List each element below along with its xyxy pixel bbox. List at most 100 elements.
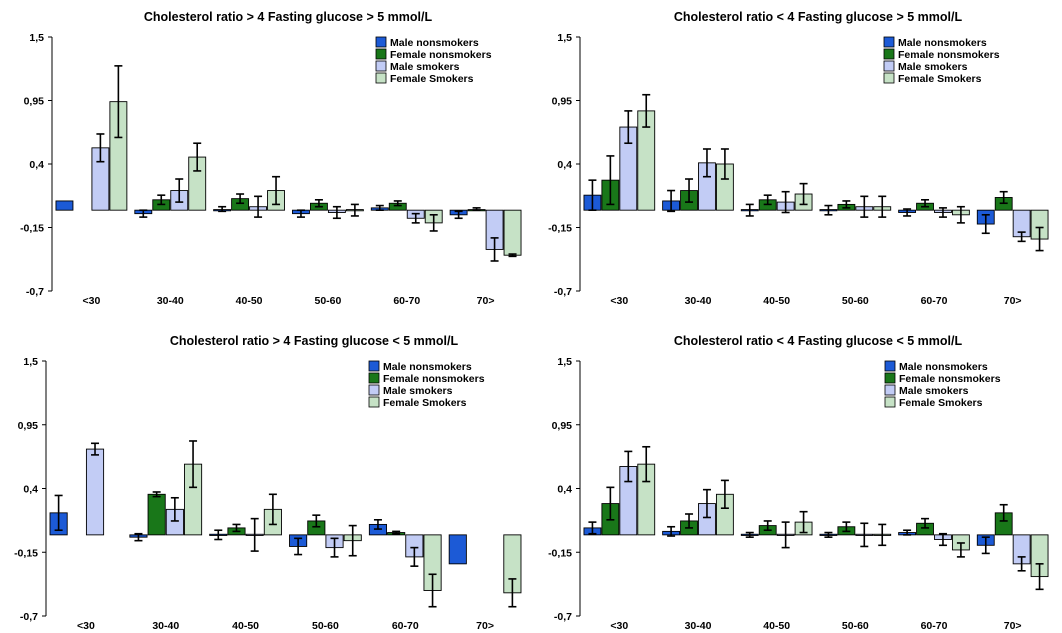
x-tick-label: 30-40 — [152, 620, 179, 632]
category-group: 30-40 — [662, 479, 734, 632]
chart-title: Cholesterol ratio > 4 Fasting glucose < … — [170, 334, 459, 348]
legend-label: Male nonsmokers — [898, 37, 987, 49]
category-group: 50-60 — [289, 514, 362, 632]
category-group: 70> — [449, 207, 522, 307]
y-tick-label: 1,5 — [29, 32, 44, 44]
y-tick-label: -0,7 — [20, 611, 38, 623]
legend-label: Female Smokers — [390, 73, 474, 85]
chart-title: Cholesterol ratio < 4 Fasting glucose < … — [674, 334, 963, 348]
legend-swatch — [883, 36, 895, 48]
category-group: 40-50 — [740, 510, 813, 632]
legend-label: Female Smokers — [383, 397, 467, 409]
legend-swatch — [368, 372, 380, 384]
x-tick-label: 40-50 — [232, 620, 259, 632]
legend-swatch — [884, 396, 896, 408]
bar — [55, 200, 74, 211]
x-tick-label: 50-60 — [842, 620, 869, 632]
category-group: 40-50 — [209, 493, 282, 632]
category-group: 40-50 — [213, 175, 285, 307]
chart-panel-3: Cholesterol ratio > 4 Fasting glucose < … — [14, 334, 522, 632]
legend-label: Female Smokers — [898, 73, 982, 85]
chart-title: Cholesterol ratio > 4 Fasting glucose > … — [144, 10, 433, 24]
x-tick-label: <30 — [610, 620, 628, 632]
y-tick-label: 0,4 — [29, 159, 44, 171]
bar — [503, 209, 522, 256]
category-group: 40-50 — [740, 182, 813, 307]
legend-label: Male nonsmokers — [383, 361, 472, 373]
legend-swatch — [368, 360, 380, 372]
legend-swatch — [884, 360, 896, 372]
y-tick-label: -0,7 — [554, 286, 572, 298]
y-tick-label: 0,4 — [557, 159, 572, 171]
x-tick-label: 60-70 — [393, 295, 420, 307]
legend-swatch — [884, 372, 896, 384]
legend-swatch — [375, 72, 387, 84]
x-tick-label: 30-40 — [685, 620, 712, 632]
y-tick-label: 0,95 — [552, 96, 573, 108]
legend-label: Male nonsmokers — [899, 361, 988, 373]
category-group: 60-70 — [898, 198, 970, 307]
legend-swatch — [883, 48, 895, 60]
category-group: 30-40 — [134, 142, 207, 307]
legend-swatch — [883, 72, 895, 84]
x-tick-label: <30 — [83, 295, 101, 307]
legend-label: Female Smokers — [899, 397, 983, 409]
x-tick-label: 50-60 — [842, 295, 869, 307]
x-tick-label: 30-40 — [685, 295, 712, 307]
legend-swatch — [375, 48, 387, 60]
legend-swatch — [883, 60, 895, 72]
category-group: 60-70 — [368, 518, 442, 632]
category-group: 70> — [976, 503, 1049, 632]
category-group: 50-60 — [292, 198, 364, 307]
chart-panel-2: Cholesterol ratio < 4 Fasting glucose > … — [548, 10, 1049, 307]
x-tick-label: 40-50 — [236, 295, 263, 307]
category-group: <30 — [583, 445, 656, 632]
x-tick-label: 60-70 — [921, 295, 948, 307]
chart-panel-4: Cholesterol ratio < 4 Fasting glucose < … — [548, 334, 1049, 632]
category-group: 70> — [976, 190, 1049, 307]
y-tick-label: 0,95 — [552, 420, 573, 432]
legend-swatch — [375, 60, 387, 72]
legend-label: Male smokers — [898, 61, 968, 73]
chart-title: Cholesterol ratio < 4 Fasting glucose > … — [674, 10, 963, 24]
x-tick-label: 60-70 — [392, 620, 419, 632]
legend-label: Male smokers — [383, 385, 453, 397]
legend-label: Female nonsmokers — [390, 49, 492, 61]
x-tick-label: <30 — [77, 620, 95, 632]
bar — [448, 534, 467, 565]
legend-label: Male nonsmokers — [390, 37, 479, 49]
legend-swatch — [375, 36, 387, 48]
category-group: 70> — [448, 534, 522, 632]
x-tick-label: 30-40 — [157, 295, 184, 307]
y-tick-label: -0,7 — [554, 611, 572, 623]
y-tick-label: -0,15 — [20, 223, 44, 235]
bar — [147, 493, 166, 536]
y-tick-label: 0,4 — [23, 484, 38, 496]
legend-swatch — [884, 384, 896, 396]
y-tick-label: 1,5 — [557, 32, 572, 44]
category-group: 30-40 — [129, 440, 203, 632]
y-tick-label: 1,5 — [557, 356, 572, 368]
x-tick-label: 60-70 — [921, 620, 948, 632]
legend-label: Female nonsmokers — [899, 373, 1001, 385]
y-tick-label: -0,15 — [14, 547, 38, 559]
category-group: 50-60 — [819, 195, 892, 307]
y-tick-label: -0,15 — [548, 547, 572, 559]
legend-swatch — [368, 384, 380, 396]
x-tick-label: 40-50 — [763, 620, 790, 632]
x-tick-label: 70> — [477, 295, 495, 307]
chart-panel-1: Cholesterol ratio > 4 Fasting glucose > … — [20, 10, 522, 307]
x-tick-label: 50-60 — [312, 620, 339, 632]
x-tick-label: 70> — [476, 620, 494, 632]
legend-swatch — [368, 396, 380, 408]
legend-label: Male smokers — [390, 61, 460, 73]
x-tick-label: <30 — [610, 295, 628, 307]
legend-label: Female nonsmokers — [898, 49, 1000, 61]
x-tick-label: 70> — [1004, 295, 1022, 307]
y-tick-label: 0,95 — [24, 96, 45, 108]
bar — [85, 448, 105, 536]
